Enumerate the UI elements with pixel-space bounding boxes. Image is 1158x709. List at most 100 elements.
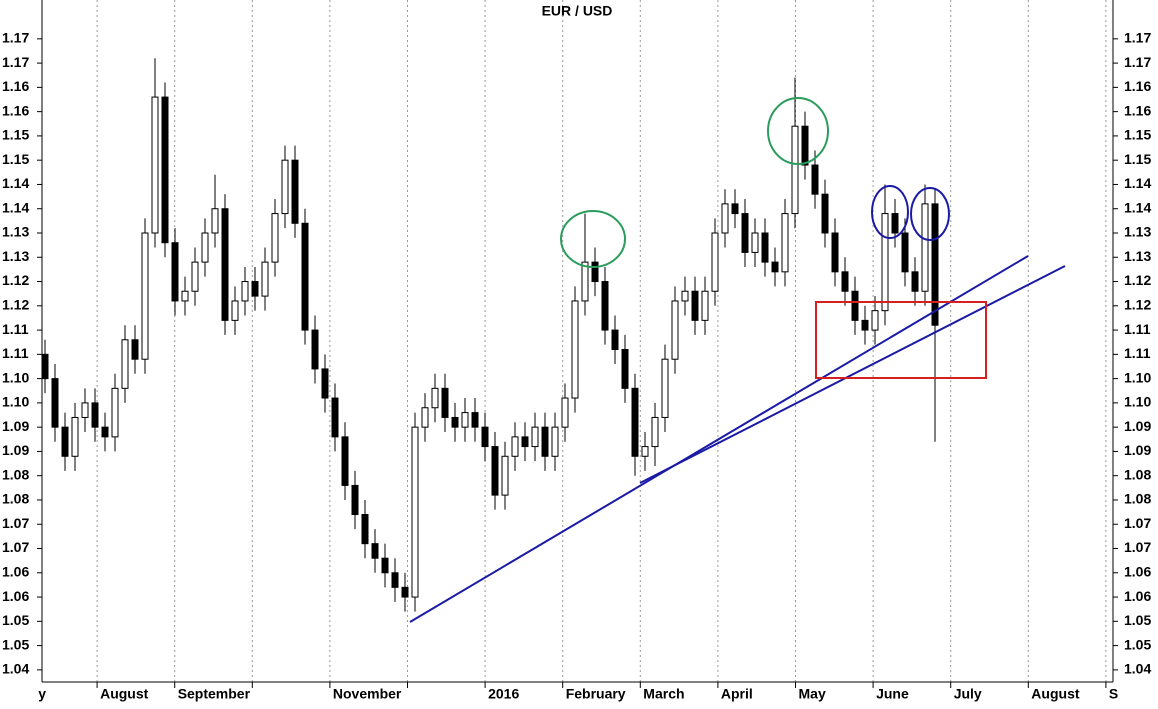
- candle-body: [201, 232, 209, 263]
- x-tick-label: August: [1031, 686, 1080, 702]
- candle-body: [461, 412, 469, 428]
- candle-body: [281, 159, 289, 215]
- y-tick-label: 1.17: [2, 30, 29, 46]
- y-tick-label: 1.10: [2, 394, 29, 410]
- x-tick-label: March: [643, 686, 684, 702]
- y-tick-label: 1.10: [1124, 369, 1151, 385]
- candle-body: [391, 572, 399, 588]
- trend-line: [409, 255, 1029, 623]
- candle-body: [171, 242, 179, 302]
- candle-body: [701, 290, 709, 321]
- candle-body: [931, 203, 939, 326]
- y-tick-label: 1.10: [2, 369, 29, 385]
- y-tick-label: 1.14: [1124, 175, 1151, 191]
- candle-body: [901, 232, 909, 273]
- y-tick-label: 1.16: [2, 102, 29, 118]
- candle-body: [121, 339, 129, 389]
- y-tick-label: 1.12: [2, 272, 29, 288]
- x-tick-label: y: [38, 686, 46, 702]
- x-tick-label: May: [799, 686, 826, 702]
- candle-body: [711, 232, 719, 292]
- candle-body: [631, 387, 639, 457]
- candle-body: [331, 397, 339, 438]
- candles: [41, 58, 939, 612]
- highlight-circle: [871, 185, 909, 239]
- candle-body: [431, 387, 439, 409]
- candle-body: [141, 232, 149, 360]
- candle-body: [231, 300, 239, 321]
- candle-body: [191, 261, 199, 292]
- y-tick-label: 1.12: [1124, 297, 1151, 313]
- candle-body: [311, 329, 319, 370]
- x-tick-label: September: [178, 686, 251, 702]
- highlight-box: [815, 301, 987, 379]
- candle-body: [601, 281, 609, 331]
- candle-body: [771, 261, 779, 273]
- candle-body: [821, 193, 829, 234]
- candle-body: [351, 484, 359, 516]
- candle-body: [851, 290, 859, 321]
- candle-body: [841, 271, 849, 292]
- y-tick-label: 1.11: [2, 345, 29, 361]
- candle-body: [491, 446, 499, 496]
- candle-body: [211, 208, 219, 234]
- candle-body: [741, 213, 749, 253]
- candle-body: [381, 557, 389, 574]
- y-tick-label: 1.14: [1124, 199, 1151, 215]
- candle-body: [41, 353, 49, 380]
- y-tick-label: 1.06: [1124, 588, 1151, 604]
- y-tick-label: 1.11: [1124, 321, 1151, 337]
- y-tick-label: 1.05: [2, 612, 29, 628]
- candle-body: [421, 407, 429, 428]
- candle-body: [611, 329, 619, 350]
- candle-body: [61, 426, 69, 457]
- y-tick-label: 1.12: [2, 297, 29, 313]
- candle-body: [91, 402, 99, 428]
- y-tick-label: 1.05: [2, 636, 29, 652]
- candle-body: [541, 426, 549, 457]
- x-tick-label: November: [333, 686, 402, 702]
- candle-body: [551, 426, 559, 457]
- y-tick-label: 1.13: [1124, 248, 1151, 264]
- candle-body: [691, 290, 699, 321]
- candle-body: [161, 96, 169, 244]
- candle-body: [471, 412, 479, 428]
- candle-body: [501, 455, 509, 496]
- y-tick-label: 1.07: [2, 515, 29, 531]
- y-tick-label: 1.08: [2, 466, 29, 482]
- candle-body: [361, 514, 369, 545]
- highlight-circle: [767, 97, 829, 165]
- candle-body: [761, 232, 769, 263]
- candle-body: [581, 261, 589, 302]
- y-tick-label: 1.13: [1124, 224, 1151, 240]
- candle-body: [531, 426, 539, 448]
- candle-body: [731, 203, 739, 215]
- y-tick-label: 1.05: [1124, 636, 1151, 652]
- y-tick-label: 1.17: [1124, 30, 1151, 46]
- candle-body: [891, 213, 899, 234]
- y-tick-label: 1.17: [2, 54, 29, 70]
- candle-body: [781, 213, 789, 273]
- x-tick-label: February: [566, 686, 626, 702]
- annotations: [409, 97, 1066, 623]
- y-tick-label: 1.06: [1124, 563, 1151, 579]
- y-tick-label: 1.16: [2, 78, 29, 94]
- candle-body: [831, 232, 839, 273]
- y-tick-label: 1.09: [2, 442, 29, 458]
- y-tick-label: 1.16: [1124, 102, 1151, 118]
- candle-body: [881, 213, 889, 312]
- y-tick-label: 1.05: [1124, 612, 1151, 628]
- y-tick-label: 1.13: [2, 224, 29, 240]
- candle-body: [321, 368, 329, 399]
- highlight-circle: [560, 210, 626, 268]
- candle-body: [181, 290, 189, 302]
- candle-body: [151, 96, 159, 234]
- candle-body: [641, 446, 649, 457]
- candle-body: [861, 319, 869, 331]
- candle-body: [111, 387, 119, 438]
- x-tick-label: S: [1109, 686, 1118, 702]
- candle-body: [411, 426, 419, 598]
- candle-body: [291, 159, 299, 224]
- candle-body: [921, 203, 929, 292]
- candle-body: [791, 125, 799, 215]
